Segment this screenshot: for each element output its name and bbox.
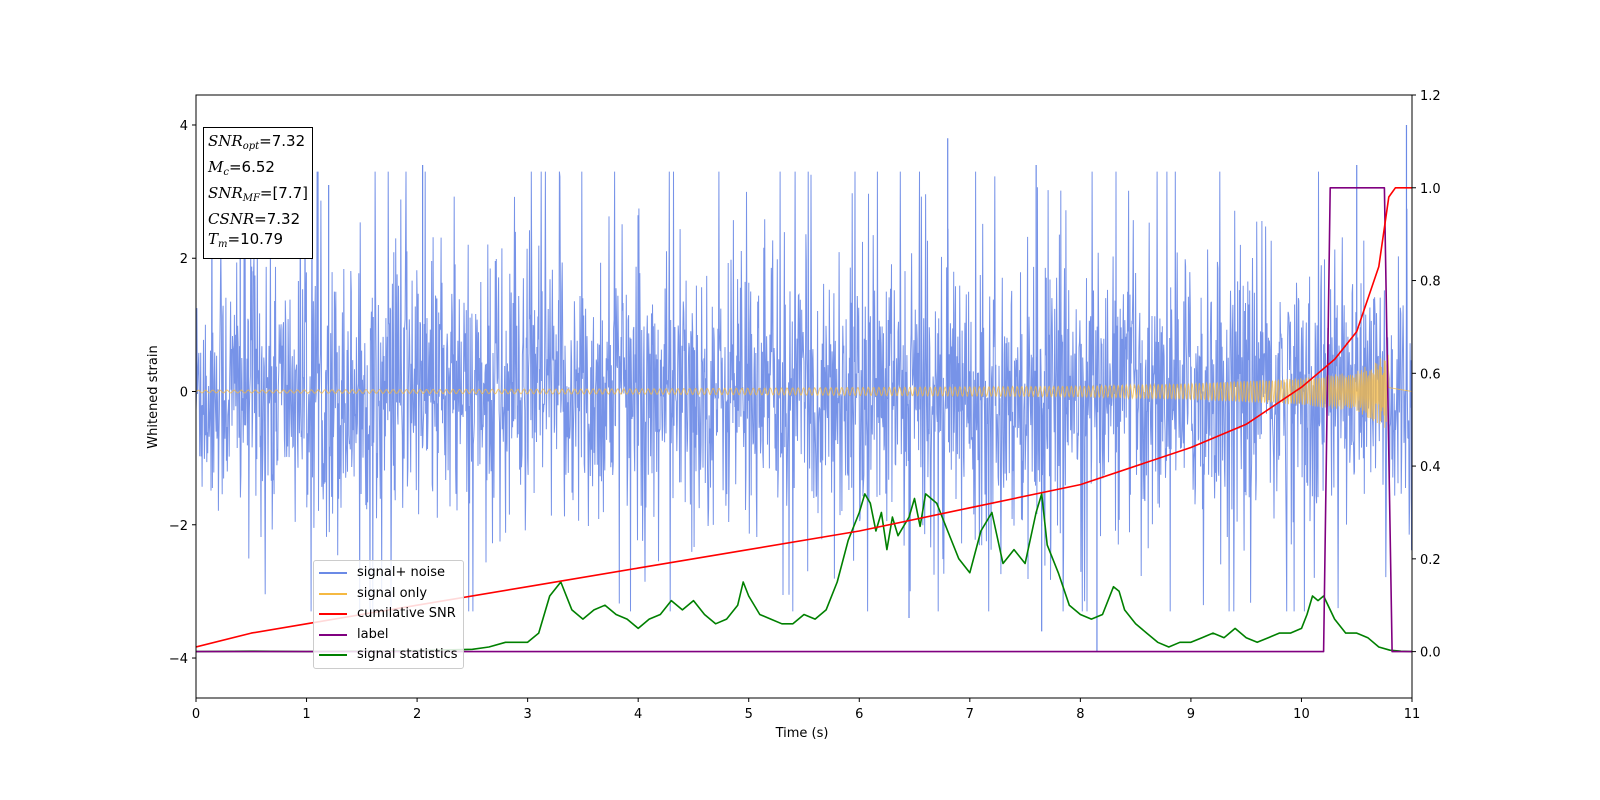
legend-item-label: label	[319, 625, 458, 646]
y2-tick-label: 0.6	[1420, 367, 1441, 382]
y-tick-label: 4	[180, 119, 188, 134]
legend-swatch	[319, 613, 347, 616]
y-tick-label: 0	[180, 386, 188, 401]
legend-swatch	[319, 592, 347, 595]
x-tick-label: 11	[1404, 707, 1421, 722]
y-axis-right: 0.0 0.2 0.4 0.6 0.8 1.0 1.2	[1412, 89, 1441, 661]
signal-only-line	[196, 354, 1412, 428]
y2-tick-label: 0.8	[1420, 275, 1441, 290]
legend-item-signal-statistics: signal statistics	[319, 645, 458, 666]
legend-item-signal-only: signal only	[319, 584, 458, 605]
label-line	[196, 187, 1412, 653]
mc-row: Mc=6.52	[208, 158, 275, 178]
x-tick-label: 2	[413, 707, 421, 722]
x-tick-label: 1	[302, 707, 310, 722]
y-tick-label: −2	[169, 519, 188, 534]
legend-swatch	[319, 572, 347, 575]
x-tick-label: 4	[634, 707, 642, 722]
x-axis-label: Time (s)	[775, 726, 829, 741]
snr-opt-value: =7.32	[259, 132, 306, 150]
legend-label: signal+ noise	[357, 565, 446, 580]
signal-statistics-line	[196, 493, 1412, 653]
y2-tick-label: 0.2	[1420, 553, 1441, 568]
x-tick-label: 0	[192, 707, 200, 722]
x-tick-label: 7	[966, 707, 974, 722]
tm-value: =10.79	[227, 230, 284, 248]
x-tick-label: 8	[1076, 707, 1084, 722]
y2-tick-label: 1.2	[1420, 89, 1441, 104]
mc-value: =6.52	[228, 158, 275, 176]
x-tick-label: 6	[855, 707, 863, 722]
signal-noise-line	[196, 171, 1412, 612]
snr-mf-row: SNRMF=[7.7]	[208, 184, 309, 204]
legend-label: label	[357, 626, 389, 642]
y2-tick-label: 1.0	[1420, 182, 1441, 197]
legend: signal+ noise signal only cumilative SNR…	[313, 560, 464, 669]
legend-item-signal-noise: signal+ noise	[319, 563, 458, 584]
x-tick-label: 10	[1293, 707, 1310, 722]
y-tick-label: −4	[169, 652, 188, 667]
annotation-box: SNRopt=7.32 Mc=6.52 SNRMF=[7.7] CSNR=7.3…	[203, 127, 314, 259]
plot-frame	[195, 94, 1413, 699]
y2-tick-label: 0.4	[1420, 460, 1441, 475]
snr-opt-row: SNRopt=7.32	[208, 132, 306, 152]
x-axis: 0 1 2 3 4 5 6 7 8 9 10 11	[192, 698, 1420, 722]
y-axis-label: Whitened strain	[146, 345, 161, 448]
x-tick-label: 9	[1187, 707, 1195, 722]
legend-label: signal statistics	[357, 647, 458, 662]
legend-swatch	[319, 654, 347, 657]
csnr-value: =7.32	[254, 210, 301, 228]
legend-label: signal only	[357, 585, 428, 601]
snr-mf-value: =[7.7]	[259, 184, 309, 202]
legend-label: cumilative SNR	[357, 606, 456, 621]
legend-swatch	[319, 633, 347, 636]
x-tick-label: 5	[745, 707, 753, 722]
legend-item-cumulative-snr: cumilative SNR	[319, 604, 458, 625]
csnr-row: CSNR=7.32	[208, 210, 301, 228]
signal-noise-series	[196, 124, 1412, 652]
signal-only-series	[196, 354, 1412, 428]
x-tick-label: 3	[523, 707, 531, 722]
y2-tick-label: 0.0	[1420, 646, 1441, 661]
tm-row: Tm=10.79	[208, 230, 284, 250]
y-tick-label: 2	[180, 252, 188, 267]
y-axis-left: −4 −2 0 2 4	[169, 119, 196, 667]
plot-area	[196, 124, 1412, 653]
